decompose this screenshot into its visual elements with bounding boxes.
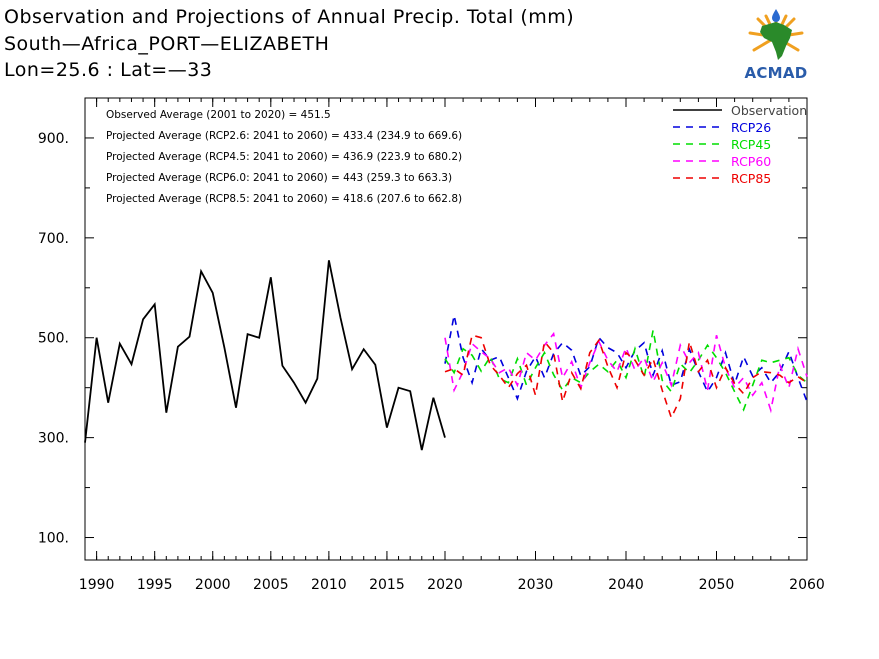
x-tick-label: 2030 bbox=[518, 577, 554, 593]
annotation-text: Projected Average (RCP6.0: 2041 to 2060)… bbox=[106, 172, 452, 184]
chart-title: Observation and Projections of Annual Pr… bbox=[4, 6, 575, 28]
acmad-logo-text: ACMAD bbox=[744, 64, 808, 82]
x-tick-label: 2000 bbox=[195, 577, 231, 593]
y-tick-label: 700. bbox=[38, 231, 69, 247]
annotation-text: Projected Average (RCP2.6: 2041 to 2060)… bbox=[106, 130, 462, 142]
x-tick-label: 1990 bbox=[79, 577, 115, 593]
annotation-text: Projected Average (RCP4.5: 2041 to 2060)… bbox=[106, 151, 462, 163]
observation-line bbox=[84, 260, 446, 451]
y-tick-label: 500. bbox=[38, 331, 69, 347]
x-tick-label: 2020 bbox=[427, 577, 463, 593]
coordinates-label: Lon=25.6 : Lat=—33 bbox=[4, 59, 213, 81]
x-tick-label: 2040 bbox=[608, 577, 644, 593]
x-tick-label: 1995 bbox=[137, 577, 173, 593]
y-tick-label: 300. bbox=[38, 431, 69, 447]
location-label: South—Africa_PORT—ELIZABETH bbox=[4, 33, 330, 55]
series-line-rcp26 bbox=[444, 315, 808, 402]
x-tick-label: 2060 bbox=[789, 577, 825, 593]
africa-sun-drop-icon bbox=[748, 9, 804, 60]
legend-label: RCP60 bbox=[731, 154, 771, 169]
series-line-rcp85 bbox=[444, 334, 808, 420]
y-tick-label: 100. bbox=[38, 531, 69, 547]
acmad-logo: ACMAD bbox=[736, 8, 816, 83]
x-tick-label: 2015 bbox=[369, 577, 405, 593]
x-tick-label: 2050 bbox=[699, 577, 735, 593]
plot-frame bbox=[84, 97, 808, 561]
legend-label: RCP26 bbox=[731, 120, 771, 135]
y-tick-label: 900. bbox=[38, 131, 69, 147]
legend-label: Observation bbox=[731, 103, 807, 118]
annotation-text: Projected Average (RCP8.5: 2041 to 2060)… bbox=[106, 193, 462, 205]
annotation-text: Observed Average (2001 to 2020) = 451.5 bbox=[106, 109, 331, 121]
legend-label: RCP85 bbox=[731, 171, 771, 186]
x-tick-label: 2005 bbox=[253, 577, 289, 593]
series-line-rcp60 bbox=[444, 331, 808, 414]
legend-label: RCP45 bbox=[731, 137, 771, 152]
series-line-rcp45 bbox=[444, 330, 808, 412]
x-tick-label: 2010 bbox=[311, 577, 347, 593]
